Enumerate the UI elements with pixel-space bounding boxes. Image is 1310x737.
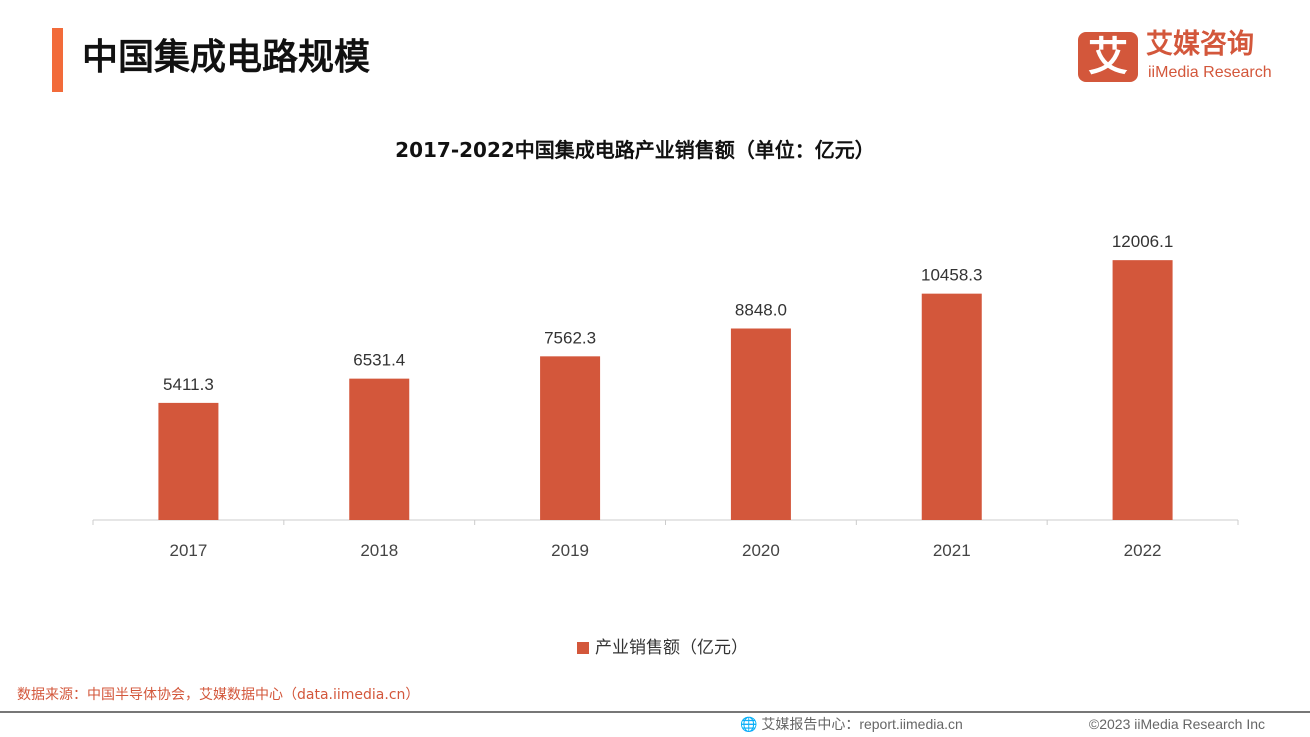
- data-label: 6531.4: [353, 351, 405, 370]
- data-label: 7562.3: [544, 328, 596, 347]
- x-tick-label: 2020: [742, 541, 780, 560]
- bar: [158, 402, 219, 520]
- x-tick-label: 2021: [933, 541, 971, 560]
- copyright: ©2023 iiMedia Research Inc: [1088, 716, 1265, 732]
- x-tick-label: 2022: [1124, 541, 1162, 560]
- legend: 产业销售额（亿元）: [577, 637, 748, 659]
- bar: [1112, 260, 1173, 520]
- x-tick-label: 2017: [170, 541, 208, 560]
- x-tick-label: 2018: [360, 541, 398, 560]
- logo-text-en: iiMedia Research: [1148, 64, 1272, 81]
- chart-title: 2017-2022中国集成电路产业销售额（单位：亿元）: [395, 138, 875, 162]
- footer-divider: [0, 711, 1310, 713]
- x-tick-label: 2019: [551, 541, 589, 560]
- report-center[interactable]: 🌐 艾媒报告中心：report.iimedia.cn: [740, 715, 963, 733]
- data-label: 5411.3: [163, 375, 214, 394]
- title-accent-bar: [52, 28, 63, 92]
- data-label: 10458.3: [921, 266, 982, 285]
- bar: [349, 378, 410, 520]
- legend-swatch: [577, 642, 589, 654]
- data-label: 8848.0: [735, 301, 787, 320]
- data-source: 数据来源：中国半导体协会，艾媒数据中心（data.iimedia.cn）: [17, 687, 420, 703]
- logo-mark: 艾: [1078, 32, 1138, 82]
- page-title: 中国集成电路规模: [82, 37, 371, 78]
- globe-icon: 🌐: [740, 716, 758, 732]
- bar: [730, 328, 791, 520]
- bar: [540, 356, 601, 520]
- legend-label: 产业销售额（亿元）: [595, 638, 748, 658]
- logo-text-cn: 艾媒咨询: [1146, 29, 1254, 60]
- bar: [921, 293, 982, 520]
- report-link[interactable]: 艾媒报告中心：report.iimedia.cn: [761, 716, 963, 732]
- data-label: 12006.1: [1112, 232, 1173, 251]
